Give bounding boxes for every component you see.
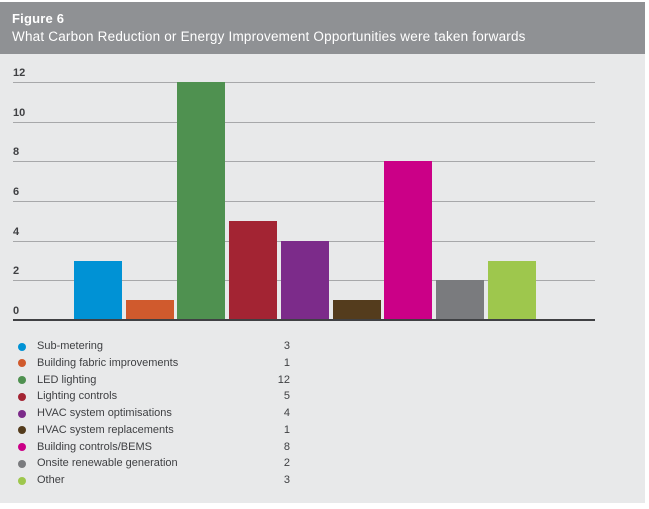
- legend-dot-icon: [18, 342, 26, 351]
- legend-row-building-fabric-improvements: Building fabric improvements 1: [0, 355, 300, 372]
- legend-value: 1: [283, 423, 290, 436]
- x-axis-line: [13, 319, 595, 321]
- legend-value: 2: [283, 457, 290, 470]
- legend-value: 3: [283, 340, 290, 352]
- y-tick-label-8: 8: [13, 146, 20, 159]
- legend-row-building-controls-bems: Building controls/BEMS 8: [0, 439, 300, 456]
- legend-label: LED lighting: [37, 373, 97, 386]
- legend-dot-icon: [18, 476, 26, 485]
- legend-value: 3: [283, 474, 290, 486]
- bar-building-fabric-improvements: [125, 300, 174, 320]
- figure-title: What Carbon Reduction or Energy Improvem…: [12, 29, 526, 44]
- legend-label: Onsite renewable generation: [37, 457, 178, 470]
- legend-value: 8: [283, 440, 290, 453]
- y-tick-label-6: 6: [13, 186, 20, 198]
- y-tick-label-10: 10: [13, 106, 26, 119]
- legend-dot-icon: [18, 359, 26, 368]
- y-tick-label-0: 0: [13, 305, 20, 317]
- gridline-6: [13, 201, 595, 202]
- bar-building-controls-bems: [384, 161, 433, 320]
- gridline-12: [13, 82, 595, 83]
- bar-chart-plot-area: 0 2 4 6 8 10 12: [13, 67, 595, 321]
- bar-lighting-controls: [229, 220, 278, 320]
- legend-row-onsite-renewable-generation: Onsite renewable generation 2: [0, 455, 300, 472]
- legend-row-led-lighting: LED lighting 12: [0, 372, 300, 389]
- y-tick-label-2: 2: [13, 265, 20, 278]
- legend-row-hvac-system-optimisations: HVAC system optimisations 4: [0, 405, 300, 422]
- legend-label: HVAC system replacements: [37, 423, 174, 436]
- legend-row-lighting-controls: Lighting controls 5: [0, 388, 300, 405]
- legend-label: HVAC system optimisations: [37, 407, 172, 419]
- legend-label: Other: [37, 474, 65, 486]
- legend-label: Sub-metering: [37, 340, 104, 352]
- legend-label: Building controls/BEMS: [37, 440, 152, 453]
- bar-led-lighting: [177, 82, 226, 320]
- legend-row-hvac-system-replacements: HVAC system replacements 1: [0, 422, 300, 439]
- legend-row-sub-metering: Sub-metering 3: [0, 338, 300, 355]
- y-tick-label-4: 4: [13, 225, 20, 238]
- legend-dot-icon: [18, 443, 26, 451]
- bar-hvac-system-replacements: [332, 300, 381, 320]
- y-tick-label-12: 12: [13, 67, 26, 79]
- legend-row-other: Other 3: [0, 472, 300, 489]
- bar-sub-metering: [74, 260, 122, 320]
- legend-label: Lighting controls: [37, 390, 118, 403]
- bar-other: [487, 260, 536, 320]
- legend-label: Building fabric improvements: [37, 356, 179, 369]
- legend-dot-icon: [18, 392, 26, 401]
- legend-dot-icon: [18, 376, 26, 384]
- gridline-10: [13, 121, 595, 123]
- figure-header: Figure 6 What Carbon Reduction or Energy…: [0, 2, 645, 54]
- gridline-8: [13, 161, 595, 163]
- bar-hvac-system-optimisations: [280, 240, 329, 320]
- legend-value: 4: [283, 407, 290, 419]
- legend-dot-icon: [18, 409, 26, 418]
- legend-value: 1: [283, 356, 290, 369]
- chart-panel: 0 2 4 6 8 10 12 Sub-metering 3 Building fabric i…: [0, 54, 645, 503]
- legend-dot-icon: [18, 459, 26, 468]
- figure-label: Figure 6: [12, 11, 65, 26]
- legend-value: 12: [277, 373, 290, 386]
- legend-dot-icon: [18, 426, 26, 435]
- legend-value: 5: [283, 390, 290, 403]
- bar-onsite-renewable-generation: [435, 280, 484, 320]
